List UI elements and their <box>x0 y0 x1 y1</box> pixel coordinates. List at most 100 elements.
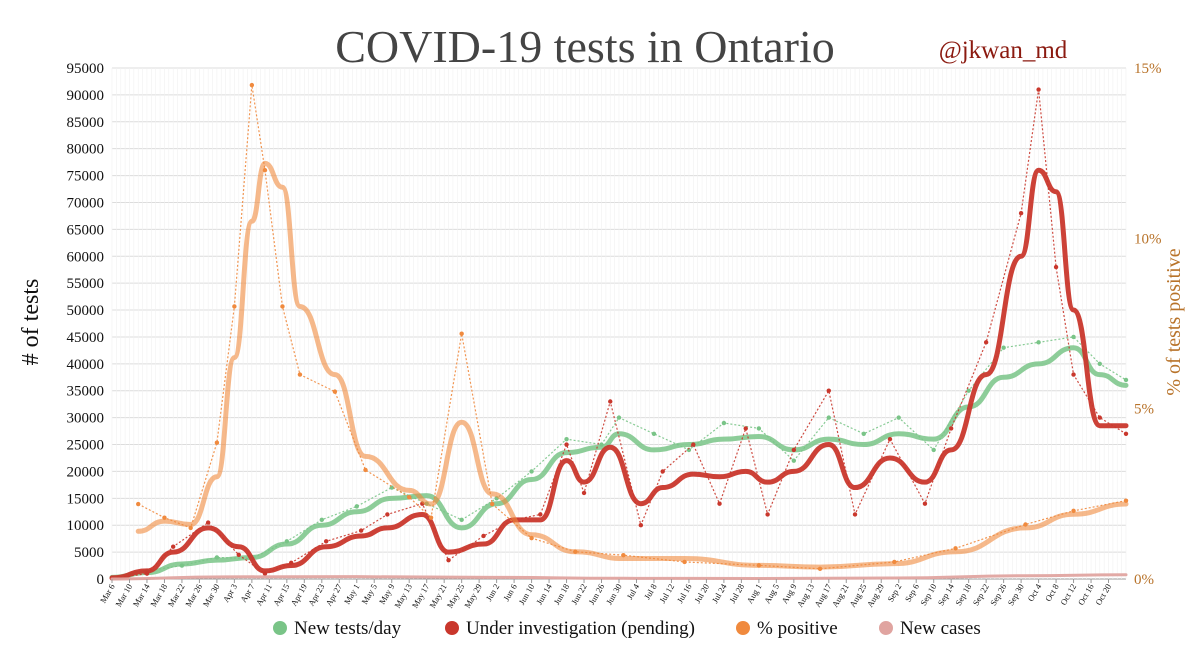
daily-point <box>983 340 989 345</box>
daily-point <box>581 490 587 496</box>
daily-point <box>481 533 486 539</box>
daily-point <box>319 517 324 523</box>
daily-point <box>323 539 329 544</box>
daily-point <box>363 467 368 473</box>
y-tick-label: 10000 <box>67 518 105 534</box>
chart-title: COVID-19 tests in Ontario <box>335 21 835 72</box>
y-axis-right: 0% 5% 10% 15% <box>1134 61 1162 588</box>
daily-point <box>236 552 241 557</box>
daily-point <box>136 501 141 507</box>
daily-point <box>966 388 971 393</box>
daily-point <box>1018 211 1024 216</box>
daily-point <box>1036 340 1041 345</box>
series-new-cases <box>110 573 1128 581</box>
y-tick-label: 55000 <box>67 276 105 292</box>
legend-label: New tests/day <box>294 618 402 639</box>
daily-point <box>887 436 893 442</box>
daily-point <box>332 389 338 394</box>
daily-point <box>691 442 696 447</box>
y2-tick-label: 15% <box>1134 61 1162 77</box>
legend-item: Under investigation (pending) <box>445 618 695 639</box>
y2-tick-label: 0% <box>1134 572 1154 588</box>
daily-point <box>922 501 928 506</box>
daily-point <box>608 399 613 404</box>
daily-point <box>1053 264 1059 270</box>
y-tick-label: 40000 <box>67 357 105 373</box>
daily-point <box>459 331 464 336</box>
legend-marker <box>879 621 893 635</box>
daily-point <box>1097 415 1102 420</box>
smoothed-line <box>109 167 1129 581</box>
daily-point <box>852 512 858 517</box>
daily-point <box>538 512 543 517</box>
y-tick-label: 90000 <box>67 88 105 104</box>
legend-label: Under investigation (pending) <box>466 618 695 639</box>
y-axis-title: # of tests <box>18 279 44 366</box>
daily-point <box>765 512 770 517</box>
y-tick-label: 65000 <box>67 222 105 238</box>
daily-point <box>1123 431 1129 436</box>
daily-point <box>358 528 364 533</box>
y-tick-label: 45000 <box>67 330 105 346</box>
daily-point <box>1071 334 1076 340</box>
daily-point <box>743 426 748 431</box>
series-layer <box>109 82 1129 581</box>
daily-point <box>205 520 211 525</box>
daily-point <box>1071 372 1076 377</box>
y2-tick-label: 5% <box>1134 402 1154 418</box>
daily-point <box>896 415 901 420</box>
y-tick-label: 15000 <box>67 491 105 507</box>
daily-point <box>651 431 657 436</box>
daily-point <box>1036 87 1041 92</box>
daily-point <box>249 82 255 88</box>
y-tick-label: 75000 <box>67 169 105 185</box>
daily-point <box>232 304 237 309</box>
legend-item: New tests/day <box>273 618 402 639</box>
legend-label: % positive <box>757 618 838 639</box>
legend-marker <box>445 621 459 635</box>
daily-point <box>407 495 412 500</box>
daily-point <box>459 517 464 523</box>
daily-point <box>1123 377 1129 383</box>
daily-point <box>1097 361 1102 367</box>
legend-item: New cases <box>879 618 981 639</box>
y-axis-left: 0 5000 10000 15000 20000 25000 30000 35000 40000… <box>67 61 105 588</box>
daily-point <box>389 485 394 490</box>
daily-point <box>529 469 534 474</box>
legend-marker <box>273 621 287 635</box>
daily-point <box>826 415 831 420</box>
daily-point <box>385 512 390 517</box>
daily-point <box>721 420 727 426</box>
y2-tick-label: 10% <box>1134 231 1162 247</box>
legend-item: % positive <box>736 618 838 639</box>
daily-point <box>280 304 285 309</box>
y-tick-label: 20000 <box>67 464 105 480</box>
legend-marker <box>736 621 750 635</box>
series--positive <box>135 82 1129 571</box>
daily-point <box>428 515 434 520</box>
daily-point <box>354 504 359 509</box>
legend-label: New cases <box>900 618 981 639</box>
y-tick-label: 85000 <box>67 115 105 131</box>
y-tick-label: 50000 <box>67 303 105 319</box>
daily-point <box>660 469 665 474</box>
daily-point <box>564 436 569 442</box>
y2-axis-title: % of tests positive <box>1163 248 1185 395</box>
y-tick-label: 35000 <box>67 384 105 400</box>
daily-point <box>297 372 303 377</box>
daily-point <box>616 415 622 420</box>
daily-point <box>1001 345 1006 350</box>
y-tick-label: 0 <box>97 572 105 588</box>
daily-point <box>756 426 762 431</box>
y-tick-label: 25000 <box>67 438 105 454</box>
y-tick-label: 95000 <box>67 61 105 77</box>
y-tick-label: 80000 <box>67 142 105 158</box>
y-tick-label: 5000 <box>74 545 104 561</box>
y-tick-label: 70000 <box>67 195 105 211</box>
daily-point <box>638 523 644 528</box>
author-handle: @jkwan_md <box>939 37 1068 64</box>
daily-point <box>826 388 831 393</box>
smoothed-line <box>110 573 1128 581</box>
daily-point <box>861 431 866 436</box>
